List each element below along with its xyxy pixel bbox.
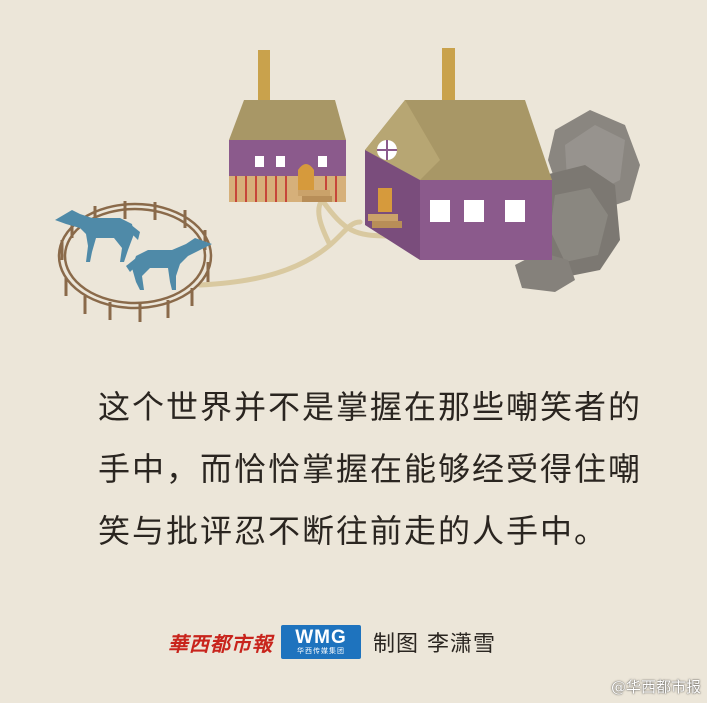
weibo-watermark: @华西都市报 <box>610 678 701 696</box>
quote-line-1: 这个世界并不是掌握在那些嘲笑者的 <box>98 388 643 426</box>
horse-left <box>55 210 140 262</box>
horse-right <box>126 238 212 290</box>
newspaper-logo: 華西都市報 <box>168 631 273 656</box>
wmg-logo: WMG 华西传媒集团 <box>281 625 361 659</box>
rocks <box>515 110 640 292</box>
small-house <box>229 50 346 202</box>
illustrator-credit: 制图 李潇雪 <box>373 632 496 657</box>
illustration-houses-horses <box>55 48 640 322</box>
credit-bar: 華西都市報 WMG 华西传媒集团 制图 李潇雪 <box>168 622 496 662</box>
wmg-logo-text: WMG <box>295 627 347 648</box>
quote-text: 这个世界并不是掌握在那些嘲笑者的 手中，而恰恰掌握在能够经受得住嘲 笑与批评忍不… <box>98 376 643 562</box>
quote-line-3: 笑与批评忍不断往前走的人手中。 <box>98 512 609 550</box>
dirt-path <box>197 195 393 288</box>
big-house <box>365 48 552 260</box>
wmg-logo-subtitle: 华西传媒集团 <box>297 648 345 655</box>
quote-line-2: 手中，而恰恰掌握在能够经受得住嘲 <box>98 450 643 488</box>
